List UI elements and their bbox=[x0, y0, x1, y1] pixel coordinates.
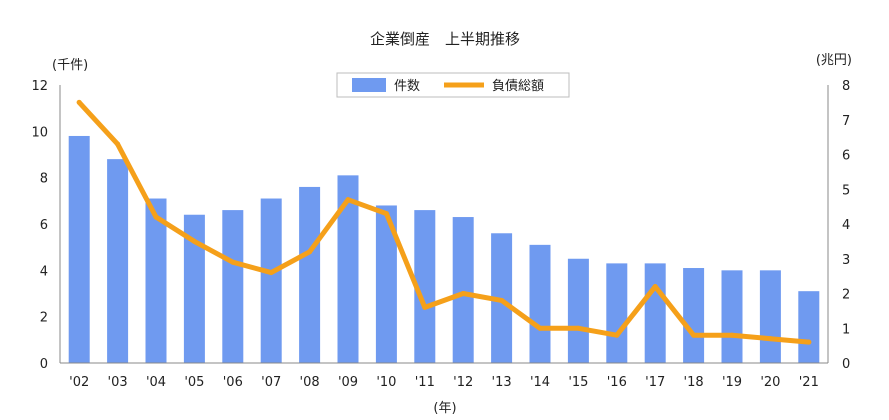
x-tick-label: '17 bbox=[645, 375, 665, 390]
x-tick-label: '20 bbox=[760, 375, 780, 390]
debt-point-10 bbox=[383, 211, 389, 217]
bar-09 bbox=[337, 175, 359, 363]
bar-16 bbox=[606, 263, 628, 363]
bar-03 bbox=[107, 159, 129, 363]
axes bbox=[59, 85, 829, 364]
x-tick-label: '13 bbox=[492, 375, 512, 390]
debt-point-20 bbox=[767, 336, 773, 342]
debt-point-07 bbox=[268, 270, 274, 276]
debt-point-02 bbox=[76, 99, 82, 105]
x-tick-label: '11 bbox=[415, 375, 435, 390]
x-tick-label: '21 bbox=[799, 375, 819, 390]
bar-15 bbox=[567, 258, 589, 363]
debt-point-12 bbox=[460, 291, 466, 296]
line-series bbox=[76, 99, 812, 345]
right-tick-label: 1 bbox=[842, 322, 850, 337]
left-tick-label: 0 bbox=[40, 357, 48, 372]
x-tick-label: '15 bbox=[568, 375, 588, 390]
legend: 件数 負債総額 bbox=[336, 72, 570, 98]
x-tick-label: '10 bbox=[376, 375, 396, 390]
bar-10 bbox=[375, 205, 397, 363]
left-tick-label: 6 bbox=[40, 218, 48, 233]
bar-06 bbox=[222, 210, 244, 363]
left-tick-label: 4 bbox=[40, 264, 48, 279]
debt-point-14 bbox=[537, 325, 543, 331]
debt-point-18 bbox=[691, 332, 697, 338]
left-tick-label: 12 bbox=[31, 79, 48, 94]
left-tick-label: 8 bbox=[40, 172, 48, 187]
bar-11 bbox=[414, 210, 436, 363]
bar-07 bbox=[260, 198, 282, 363]
x-axis-label: (年) bbox=[433, 401, 456, 416]
right-tick-label: 3 bbox=[842, 253, 850, 268]
x-tick-label: '04 bbox=[146, 375, 166, 390]
chart-title: 企業倒産 上半期推移 bbox=[370, 30, 520, 48]
bar-08 bbox=[299, 186, 321, 363]
bar-21 bbox=[798, 291, 820, 363]
x-tick-label: '14 bbox=[530, 375, 550, 390]
debt-point-13 bbox=[499, 297, 505, 303]
x-tick-label: '07 bbox=[261, 375, 281, 390]
x-tick-label: '09 bbox=[338, 375, 358, 390]
bar-series bbox=[68, 135, 820, 363]
legend-bar-label: 件数 bbox=[394, 79, 420, 94]
debt-point-04 bbox=[153, 214, 159, 220]
x-tick-label: '18 bbox=[684, 375, 704, 390]
right-tick-label: 4 bbox=[842, 218, 850, 233]
bar-12 bbox=[452, 217, 474, 363]
bar-04 bbox=[145, 198, 167, 363]
bar-18 bbox=[683, 268, 705, 363]
bar-05 bbox=[183, 214, 205, 363]
x-tick-label: '05 bbox=[184, 375, 204, 390]
x-tick-label: '02 bbox=[69, 375, 89, 390]
right-tick-label: 8 bbox=[842, 79, 850, 94]
debt-point-11 bbox=[422, 304, 428, 310]
left-axis-label: (千件) bbox=[52, 58, 88, 73]
debt-point-16 bbox=[614, 332, 620, 338]
bar-20 bbox=[759, 270, 781, 363]
x-tick-label: '12 bbox=[453, 375, 473, 390]
debt-line bbox=[76, 99, 812, 345]
left-tick-label: 10 bbox=[31, 125, 48, 140]
debt-point-15 bbox=[575, 325, 581, 331]
debt-point-03 bbox=[115, 141, 121, 147]
bar-14 bbox=[529, 244, 551, 363]
x-tick-label: '08 bbox=[300, 375, 320, 390]
debt-point-19 bbox=[729, 332, 735, 338]
debt-point-21 bbox=[806, 339, 812, 345]
debt-point-05 bbox=[191, 238, 197, 244]
left-tick-label: 2 bbox=[40, 311, 48, 326]
legend-line-label: 負債総額 bbox=[492, 79, 544, 94]
x-tick-label: '06 bbox=[223, 375, 243, 390]
right-tick-label: 2 bbox=[842, 288, 850, 303]
bar-19 bbox=[721, 270, 743, 363]
debt-point-09 bbox=[345, 197, 351, 203]
right-axis-label: (兆円) bbox=[816, 53, 852, 68]
right-tick-label: 0 bbox=[842, 357, 850, 372]
debt-point-08 bbox=[307, 249, 313, 255]
bar-17 bbox=[644, 263, 666, 363]
x-tick-label: '16 bbox=[607, 375, 627, 390]
x-tick-label: '03 bbox=[108, 375, 128, 390]
right-tick-label: 7 bbox=[842, 114, 850, 129]
right-tick-label: 5 bbox=[842, 183, 850, 198]
debt-point-06 bbox=[230, 259, 236, 265]
legend-bar-swatch bbox=[352, 78, 386, 92]
bar-02 bbox=[68, 135, 90, 363]
x-tick-label: '19 bbox=[722, 375, 742, 390]
debt-point-17 bbox=[652, 284, 658, 290]
right-tick-label: 6 bbox=[842, 149, 850, 164]
